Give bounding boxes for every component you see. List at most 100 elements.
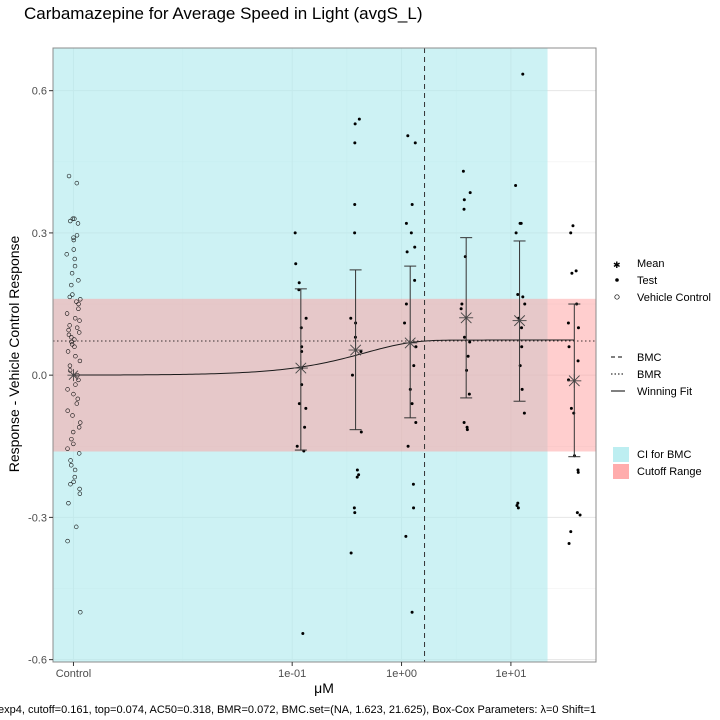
vehicle-control-point [72,256,77,262]
test-point [516,506,520,510]
vehicle-control-point [72,474,77,480]
test-point [515,504,519,508]
vehicle-control-point [69,282,74,288]
test-point [576,326,580,330]
test-point [404,534,408,538]
vehicle-control-point [67,294,72,300]
test-point [575,511,579,515]
test-point [404,302,408,306]
y-tick-label: 0.0 [32,370,47,382]
vehicle-control-point [66,500,71,506]
test-point [569,530,573,534]
open-circle-icon [614,294,620,300]
test-point [294,262,298,266]
test-point [523,302,527,306]
test-point [357,473,361,477]
mean-marker [293,361,308,376]
test-point [521,72,525,76]
vehicle-control-point [72,344,77,349]
vehicle-control-point [76,301,81,307]
vehicle-control-point [72,216,77,221]
test-point [349,551,353,555]
vehicle-control-point [77,491,83,496]
legend-label: Mean [637,258,665,270]
legend-item-dotted: BMR [611,369,662,381]
vehicle-control-point [71,237,76,243]
legend-label: BMC [637,352,662,364]
test-point [412,506,416,510]
vehicle-control-point [71,247,76,252]
vehicle-control-point [77,318,82,323]
vehicle-control-point [77,330,82,335]
test-point [304,406,308,410]
test-point [359,430,363,434]
mean-marker [512,313,527,328]
test-point [353,141,357,145]
test-point [406,444,410,448]
test-point [465,428,469,432]
vehicle-control-point [71,235,76,240]
y-tick-label: -0.6 [28,655,47,667]
test-point [462,207,466,211]
test-point [462,335,466,339]
vehicle-control-point [66,173,72,179]
test-point [569,231,573,235]
control-mean-marker [67,369,80,382]
x-axis: Control 1e-01 1e+00 1e+01 [56,662,526,680]
test-point [567,541,571,545]
test-point [297,281,301,285]
test-point [411,482,415,486]
test-point [519,221,523,225]
x-tick-label: 1e+00 [386,668,417,680]
y-tick-label: 0.3 [32,228,47,240]
test-point [569,406,573,410]
test-point [462,421,466,425]
test-point [521,295,525,299]
vehicle-control-point [71,479,76,485]
test-point [467,392,471,396]
mean-marker [348,343,363,358]
x-tick-label: 1e-01 [278,668,306,680]
y-tick-label: -0.3 [28,512,47,524]
vehicle-control-point [67,323,72,328]
x-tick-label: 1e+01 [495,668,526,680]
plot-panel [52,47,597,663]
vehicle-control-point [66,332,72,338]
test-point [460,302,464,306]
vehicle-control-point [69,342,75,347]
vehicle-control-point [69,335,74,340]
test-point [404,221,408,225]
vehicle-control-point [76,306,81,311]
vehicle-control-point [70,216,76,221]
test-point [355,468,359,472]
test-point [409,231,413,235]
vehicle-control-point [65,387,70,392]
test-point [295,444,299,448]
vehicle-control-point [73,382,78,387]
test-point [413,245,417,249]
vehicle-control-point [74,401,80,406]
test-point [459,307,463,311]
legend-item-fill: Cutoff Range [613,464,702,479]
vehicle-control-point [77,451,82,456]
vehicle-control-point [70,429,76,435]
legend-label: Test [637,275,657,287]
asterisk-icon: ✱ [613,260,621,270]
test-point [349,316,353,320]
test-point [353,511,357,515]
vehicle-control-point [64,252,69,257]
test-point [465,425,469,429]
test-point [522,411,526,415]
test-point [520,387,524,391]
legend-item-asterisk: ✱ Mean [613,258,665,270]
vehicle-control-point [66,327,71,333]
vehicle-control-point [75,396,80,402]
vehicle-control-point [74,524,79,530]
x-axis-label: μM [314,680,334,696]
test-point [468,191,472,195]
vehicle-control-point [76,278,81,283]
vehicle-control-point [78,297,83,302]
test-point [578,513,582,517]
test-point [570,271,574,275]
legend-label: Winning Fit [637,386,692,398]
